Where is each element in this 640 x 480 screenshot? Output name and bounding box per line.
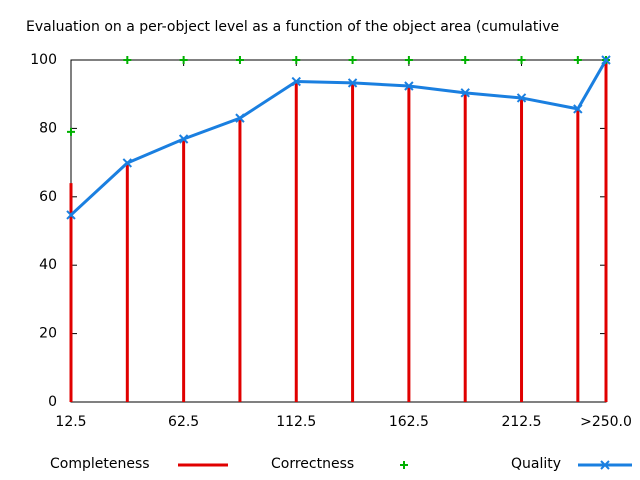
x-tick-label: 212.5 [501,414,541,430]
point [573,104,583,114]
point [517,56,526,64]
y-tick-label: 100 [30,52,57,68]
y-tick-label: 60 [39,189,57,205]
y-tick-label: 20 [39,326,57,342]
point [235,56,244,64]
point [404,56,413,64]
x-tick-label: >250.0 [580,414,632,430]
legend-label: Correctness [271,456,354,472]
point [67,127,75,136]
legend-marker [600,460,610,470]
y-tick-label: 40 [39,257,57,273]
y-tick-label: 0 [48,394,57,410]
point [66,210,76,220]
point [123,56,132,64]
line [69,59,608,217]
x-tick-label: 12.5 [55,414,86,430]
y-tick-label: 80 [39,120,57,136]
point [179,56,188,64]
point [460,88,470,98]
point [235,113,245,123]
point [573,56,582,64]
point [516,93,527,103]
plot-frame [70,59,607,403]
x-tick-label: 62.5 [168,414,199,430]
legend-label: Completeness [50,456,150,472]
legend-label: Quality [511,456,561,472]
point [404,81,414,91]
x-tick-label: 112.5 [276,414,316,430]
point [178,134,189,144]
point [347,78,358,88]
chart-title: Evaluation on a per-object level as a fu… [26,19,559,35]
point [292,56,301,64]
point [122,158,133,168]
point [348,56,357,64]
point [461,56,470,64]
legend-marker [400,461,408,469]
point [601,55,611,65]
x-tick-label: 162.5 [389,414,429,430]
point [291,76,301,87]
